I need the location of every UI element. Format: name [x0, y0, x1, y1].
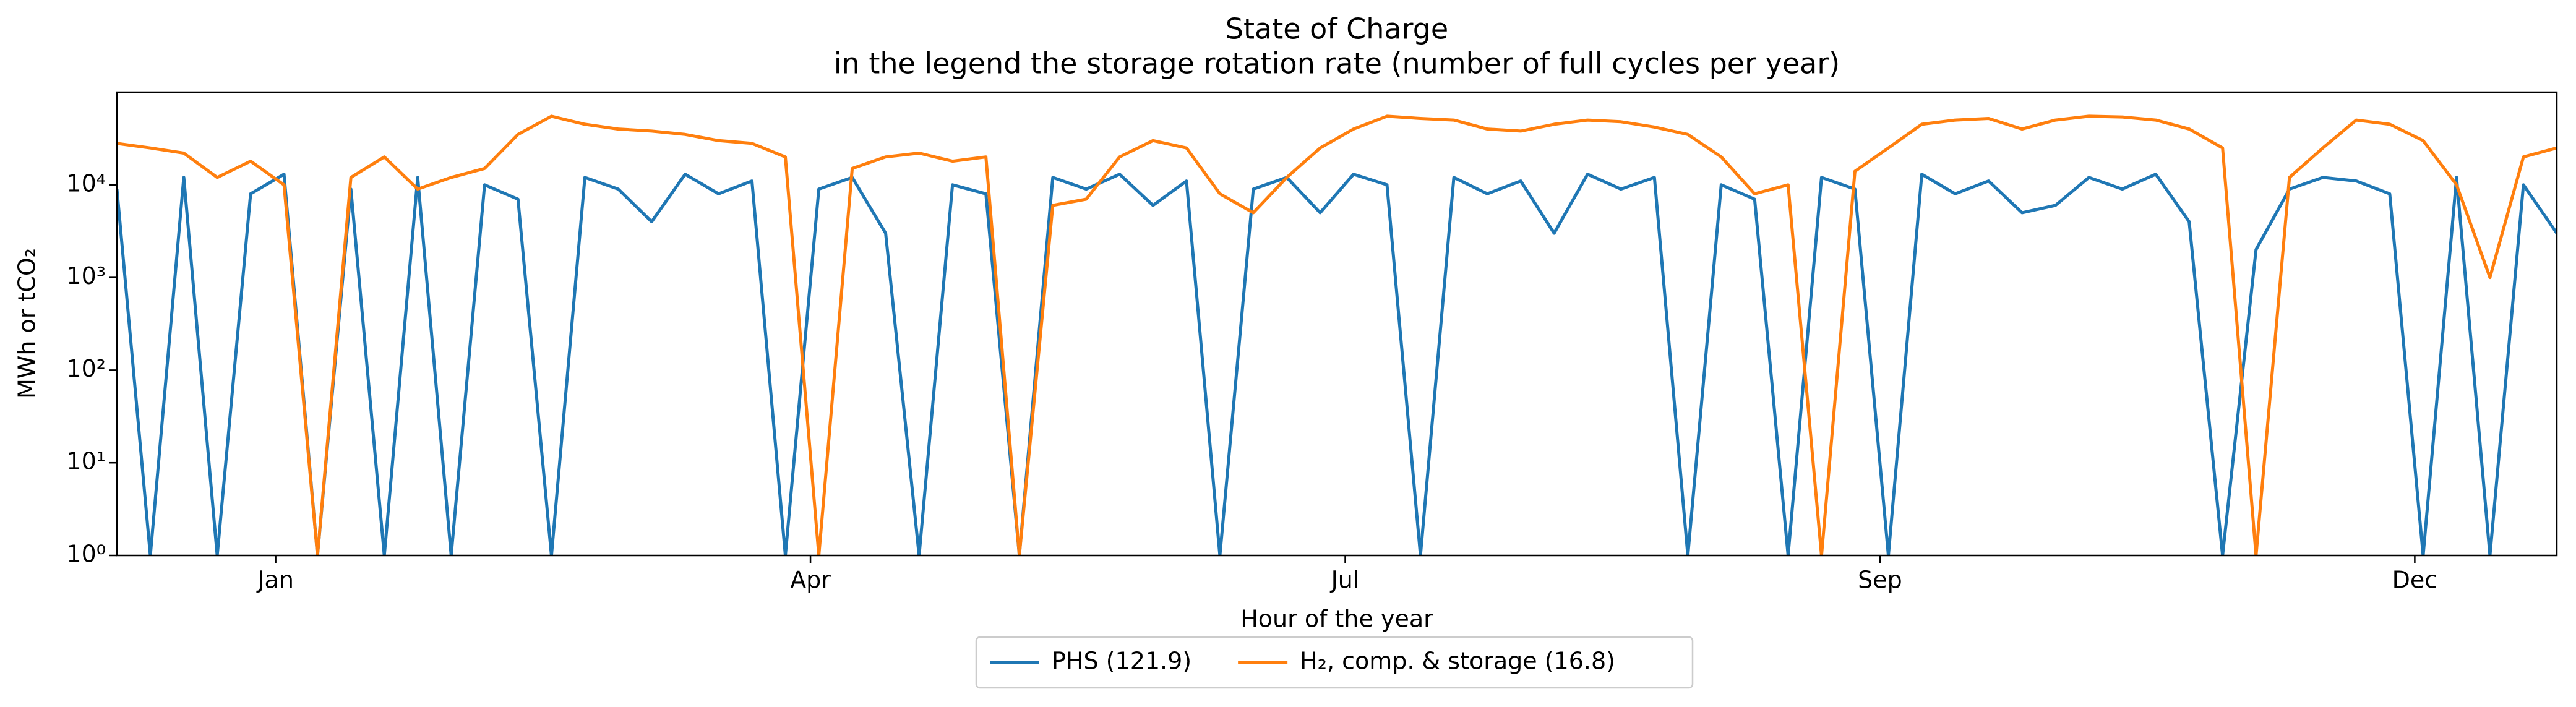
y-tick-label: 10³ — [66, 262, 106, 289]
legend-label: H₂, comp. & storage (16.8) — [1300, 648, 1615, 675]
x-tick-label: Jul — [1330, 567, 1360, 594]
x-tick-label: Apr — [790, 567, 831, 594]
x-axis-label: Hour of the year — [1240, 606, 1433, 633]
x-tick-label: Dec — [2392, 567, 2438, 594]
series-line — [117, 173, 2557, 555]
y-tick-label: 10² — [66, 355, 106, 382]
y-tick-label: 10¹ — [66, 448, 106, 475]
chart-subtitle: in the legend the storage rotation rate … — [834, 47, 1840, 80]
y-tick-label: 10⁴ — [66, 169, 106, 197]
legend-label: PHS (121.9) — [1052, 648, 1191, 675]
y-axis-label: MWh or tCO₂ — [14, 248, 41, 399]
y-tick-label: 10⁰ — [66, 541, 106, 568]
x-tick-label: Jan — [256, 567, 294, 594]
legend-box — [975, 636, 1694, 689]
chart-title: State of Charge — [1226, 12, 1448, 46]
series-line — [117, 114, 2557, 555]
plot-frame — [116, 91, 2558, 557]
x-tick-label: Sep — [1858, 567, 1902, 594]
